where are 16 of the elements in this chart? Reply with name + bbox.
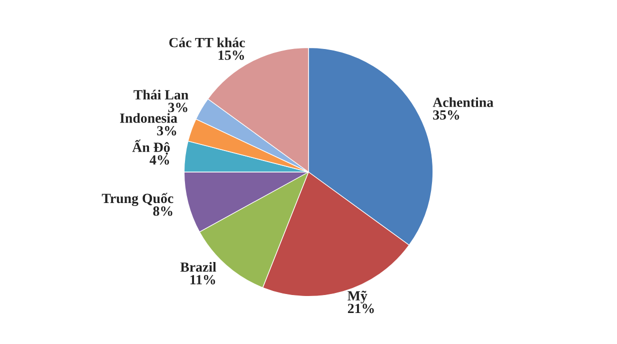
data-label: 8% [153,206,172,216]
data-label: 15% [218,50,244,60]
slice-label: Indonesia [120,113,178,123]
slice-label: Thái Lan [134,90,188,100]
slice-label: Mỹ [348,290,368,304]
slice-label: Trung Quốc [102,192,174,206]
data-label: 4% [150,155,170,165]
data-label: 3% [168,102,188,112]
data-label: 11% [190,275,216,284]
slice-label: Ấn Độ [132,140,170,155]
slice-label: Brazil [180,262,216,272]
data-label: 21% [348,304,374,314]
slice-label: Các TT khác [169,37,245,48]
slice-label: Achentina [432,97,494,108]
data-label: 35% [433,110,460,120]
data-label: 3% [157,126,176,136]
